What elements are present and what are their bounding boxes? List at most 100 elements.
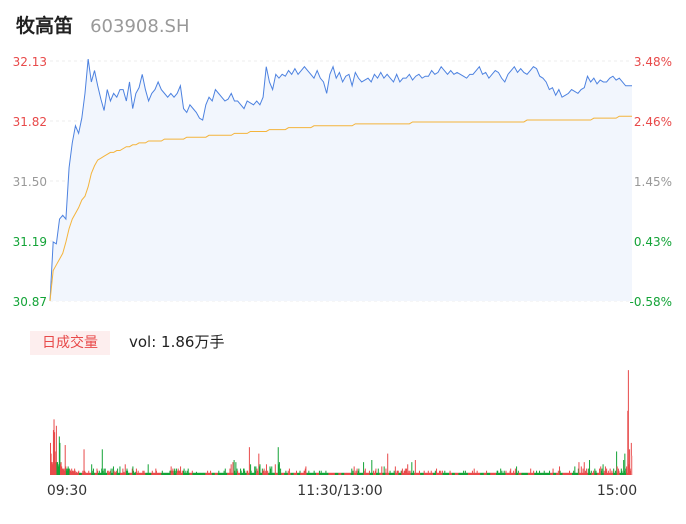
volume-bar <box>426 472 428 475</box>
volume-bar <box>362 472 364 475</box>
volume-bar <box>467 472 469 475</box>
volume-bar <box>373 470 375 475</box>
volume-bar <box>391 472 393 475</box>
volume-bar <box>493 472 495 475</box>
volume-bar <box>171 470 173 475</box>
volume-bar <box>134 471 136 475</box>
volume-bar <box>485 472 487 475</box>
volume-bar <box>581 472 583 475</box>
volume-bar <box>548 472 550 475</box>
volume-bar <box>596 472 598 475</box>
volume-bar <box>490 472 492 475</box>
volume-bar <box>236 468 238 475</box>
volume-bar <box>454 472 456 475</box>
volume-bar <box>592 472 594 475</box>
volume-bar <box>234 470 236 475</box>
volume-bar <box>472 472 474 475</box>
volume-bar <box>74 470 76 475</box>
volume-bar <box>323 472 325 475</box>
volume-bar <box>220 472 222 475</box>
volume-bar <box>57 464 59 475</box>
volume-bar <box>294 472 296 475</box>
volume-bar <box>625 468 627 475</box>
volume-bar <box>292 472 294 475</box>
volume-bar <box>226 472 228 475</box>
volume-bar <box>167 472 169 475</box>
volume-bar <box>577 468 579 475</box>
volume-bar <box>614 472 616 475</box>
volume-bar <box>616 466 618 475</box>
volume-bar <box>402 472 404 475</box>
volume-bar <box>290 472 292 475</box>
volume-bar <box>220 472 222 475</box>
volume-bar <box>65 468 67 475</box>
volume-bar <box>586 468 588 475</box>
volume-bar <box>626 466 628 475</box>
volume-bar <box>427 472 429 475</box>
volume-bar <box>99 472 101 475</box>
volume-bar <box>149 472 151 475</box>
volume-bar <box>258 466 260 475</box>
volume-bar <box>529 472 531 475</box>
volume-bar <box>455 472 457 475</box>
volume-bar <box>135 468 137 475</box>
volume-bar <box>453 472 455 475</box>
volume-bar <box>294 472 296 475</box>
volume-bar <box>351 468 353 475</box>
volume-bar <box>560 472 562 475</box>
volume-bar <box>607 470 609 475</box>
volume-bar <box>103 468 105 475</box>
volume-bar <box>434 472 436 475</box>
volume-bar <box>391 472 393 475</box>
volume-bar <box>240 470 242 475</box>
volume-bar <box>376 472 378 475</box>
volume-bar <box>241 472 243 475</box>
volume-bar <box>98 470 100 475</box>
volume-bar <box>298 472 300 475</box>
volume-bar <box>504 472 506 475</box>
volume-bar <box>268 472 270 475</box>
volume-bar <box>606 472 608 475</box>
volume-bar <box>274 472 276 475</box>
volume-bar <box>283 472 285 475</box>
volume-bar <box>304 470 306 475</box>
volume-bar <box>466 472 468 475</box>
volume-bar <box>526 472 528 475</box>
volume-bar <box>419 472 421 475</box>
volume-bar <box>543 472 545 475</box>
volume-bar <box>328 472 330 475</box>
volume-bar <box>368 472 370 475</box>
time-axis-label: 09:30 <box>47 483 87 499</box>
volume-bar <box>273 472 275 475</box>
volume-bar <box>481 472 483 475</box>
volume-bar <box>135 472 137 475</box>
volume-bar <box>272 472 274 475</box>
volume-bar <box>140 472 142 475</box>
volume-bar <box>487 472 489 475</box>
volume-bar <box>496 470 498 475</box>
volume-bar <box>553 472 555 475</box>
volume-bar <box>121 472 123 475</box>
volume-bar <box>334 472 336 475</box>
volume-bar <box>479 472 481 475</box>
volume-bar <box>60 464 61 475</box>
volume-bar <box>130 472 132 475</box>
volume-bar <box>530 472 532 475</box>
volume-bar <box>178 470 180 475</box>
volume-bar <box>265 472 267 475</box>
volume-bar <box>350 472 352 475</box>
volume-bar <box>544 472 546 475</box>
volume-bar <box>457 472 459 475</box>
volume-bar <box>340 472 342 475</box>
volume-bar <box>416 472 418 475</box>
volume-bar <box>173 470 175 475</box>
volume-bar <box>224 472 226 475</box>
volume-bar <box>384 472 386 475</box>
volume-bar <box>545 472 547 475</box>
volume-bar <box>363 462 365 475</box>
volume-bar <box>343 472 345 475</box>
volume-bar <box>276 472 278 475</box>
volume-bar <box>591 472 593 475</box>
volume-bar <box>546 472 548 475</box>
volume-bar <box>176 472 178 475</box>
